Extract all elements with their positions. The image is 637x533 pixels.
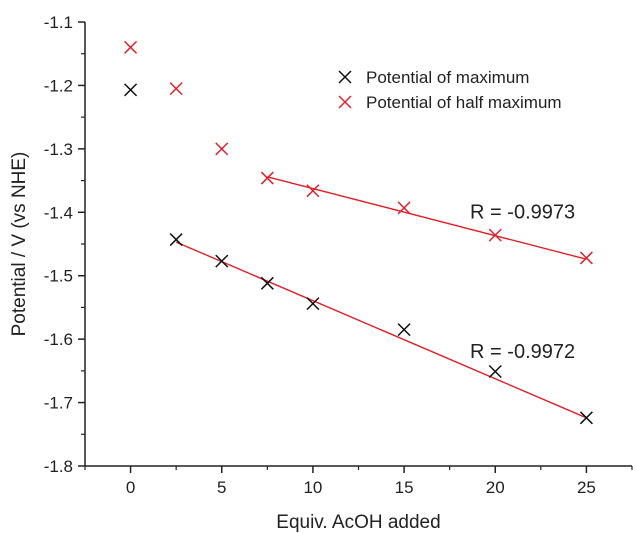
y-tick-label: -1.1 [44,13,73,32]
r-value-annotation: R = -0.9972 [470,341,575,363]
y-tick-label: -1.8 [44,457,73,476]
point-half-maximum [169,82,183,96]
y-tick-label: -1.7 [44,394,73,413]
x-tick-label: 15 [395,478,414,497]
point-maximum [260,276,274,290]
legend-marker [338,70,352,84]
fit-lines [175,176,587,419]
point-maximum [306,297,320,311]
fit-line [175,241,587,419]
point-half-maximum [306,184,320,198]
annotations: R = -0.9973 R = -0.9972 [470,202,575,364]
x-tick-label: 10 [303,478,322,497]
point-half-maximum [397,201,411,215]
point-half-maximum [215,142,229,156]
y-tick-label: -1.5 [44,267,73,286]
y-tick-label: -1.4 [44,203,73,222]
legend-label: Potential of maximum [366,68,529,87]
point-half-maximum [488,228,502,242]
x-tick-label: 0 [126,478,135,497]
fit-line [267,176,587,260]
r-value-annotation: R = -0.9973 [470,202,575,224]
point-maximum [124,83,138,97]
x-tick-label: 20 [486,478,505,497]
point-half-maximum [579,251,593,265]
y-tick-label: -1.2 [44,76,73,95]
y-axis-ticks: -1.1 -1.2 -1.3 -1.4 -1.5 -1.6 -1.7 -1.8 [44,13,85,476]
legend-marker [338,95,352,109]
y-tick-label: -1.3 [44,140,73,159]
point-maximum [397,323,411,337]
point-maximum [169,233,183,247]
point-maximum [488,364,502,379]
x-axis-label: Equiv. AcOH added [276,512,440,533]
point-half-maximum [260,171,274,185]
legend: Potential of maximum Potential of half ma… [338,68,562,112]
point-half-maximum [124,40,138,54]
y-axis-label: Potential / V (vs NHE) [9,152,30,337]
data-points [124,40,593,425]
x-tick-label: 25 [577,478,596,497]
point-maximum [579,411,593,425]
x-axis-ticks: 0 5 10 15 20 25 [84,466,633,497]
y-tick-label: -1.6 [44,330,73,349]
point-maximum [215,254,229,268]
x-tick-label: 5 [217,478,226,497]
legend-label: Potential of half maximum [366,93,562,112]
plot-area [84,22,632,467]
